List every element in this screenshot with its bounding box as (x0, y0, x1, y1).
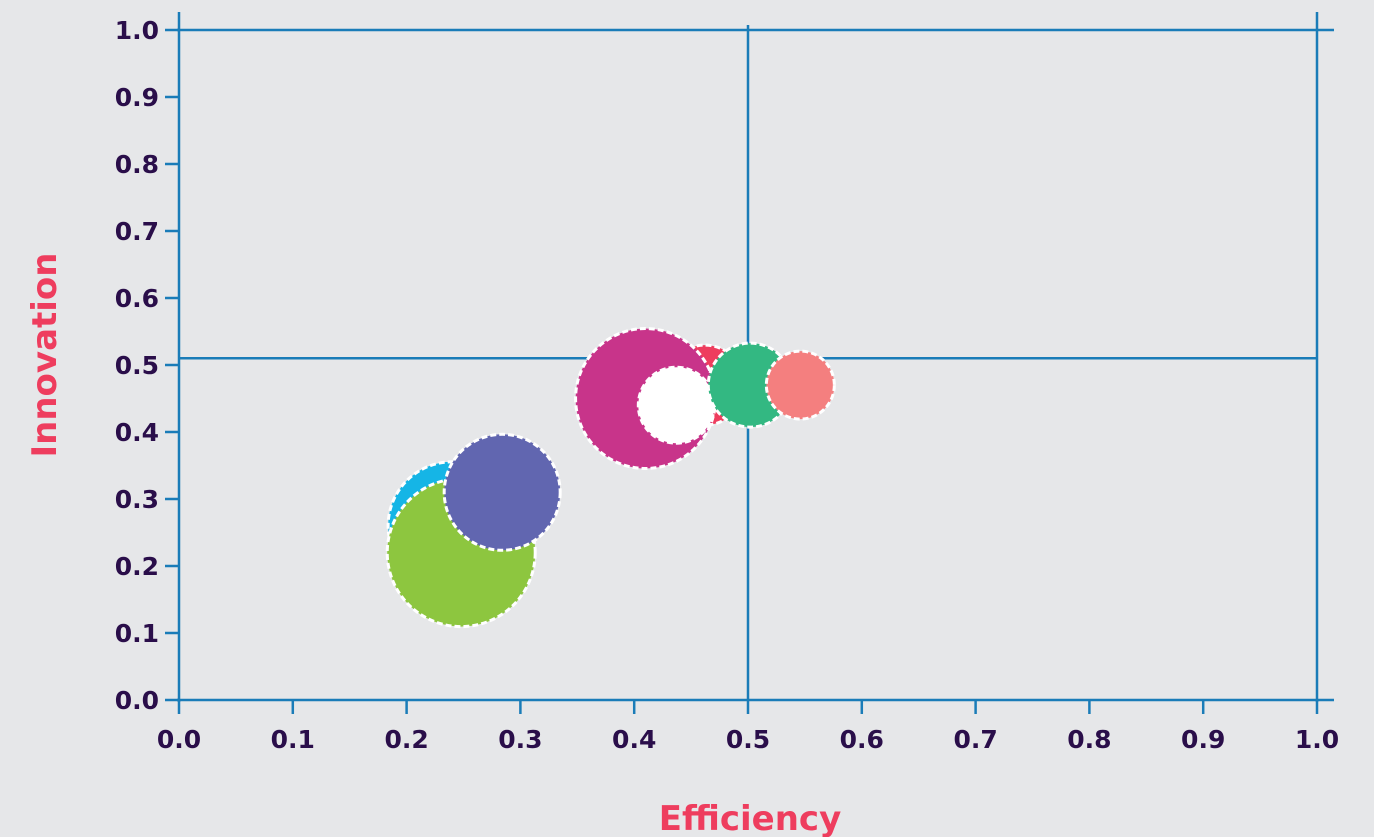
y-axis-ticks: 0.0 0.1 0.2 0.3 0.4 0.5 0.6 0.7 0.8 0.9 1.0 (115, 16, 179, 715)
bubbles (385, 327, 836, 629)
y-tick-label: 0.7 (115, 217, 159, 246)
x-tick-label: 0.1 (271, 725, 315, 754)
x-axis-ticks: 0.0 0.1 0.2 0.3 0.4 0.5 0.6 0.7 0.8 0.9 1.0 (157, 700, 1339, 754)
y-tick-label: 0.1 (115, 619, 159, 648)
y-axis-title: Innovation (25, 253, 65, 458)
y-tick-label: 0.9 (115, 83, 159, 112)
bubble (442, 432, 562, 552)
x-tick-label: 0.3 (498, 725, 542, 754)
y-tick-label: 0.3 (115, 485, 159, 514)
bubble (764, 349, 836, 421)
plot-frame (177, 12, 1334, 702)
x-tick-label: 1.0 (1295, 725, 1339, 754)
x-tick-label: 0.7 (953, 725, 997, 754)
x-tick-label: 0.9 (1181, 725, 1225, 754)
y-tick-label: 0.5 (115, 351, 159, 380)
x-tick-label: 0.5 (726, 725, 770, 754)
y-tick-label: 0.0 (115, 686, 159, 715)
y-tick-label: 0.6 (115, 284, 159, 313)
y-tick-label: 0.4 (115, 418, 159, 447)
bubble (636, 365, 716, 445)
x-tick-label: 0.0 (157, 725, 201, 754)
x-tick-label: 0.4 (612, 725, 656, 754)
y-tick-label: 0.8 (115, 150, 159, 179)
x-tick-label: 0.2 (384, 725, 428, 754)
x-tick-label: 0.6 (840, 725, 884, 754)
y-tick-label: 0.2 (115, 552, 159, 581)
x-axis-title: Efficiency (659, 799, 842, 837)
x-tick-label: 0.8 (1067, 725, 1111, 754)
y-tick-label: 1.0 (115, 16, 159, 45)
